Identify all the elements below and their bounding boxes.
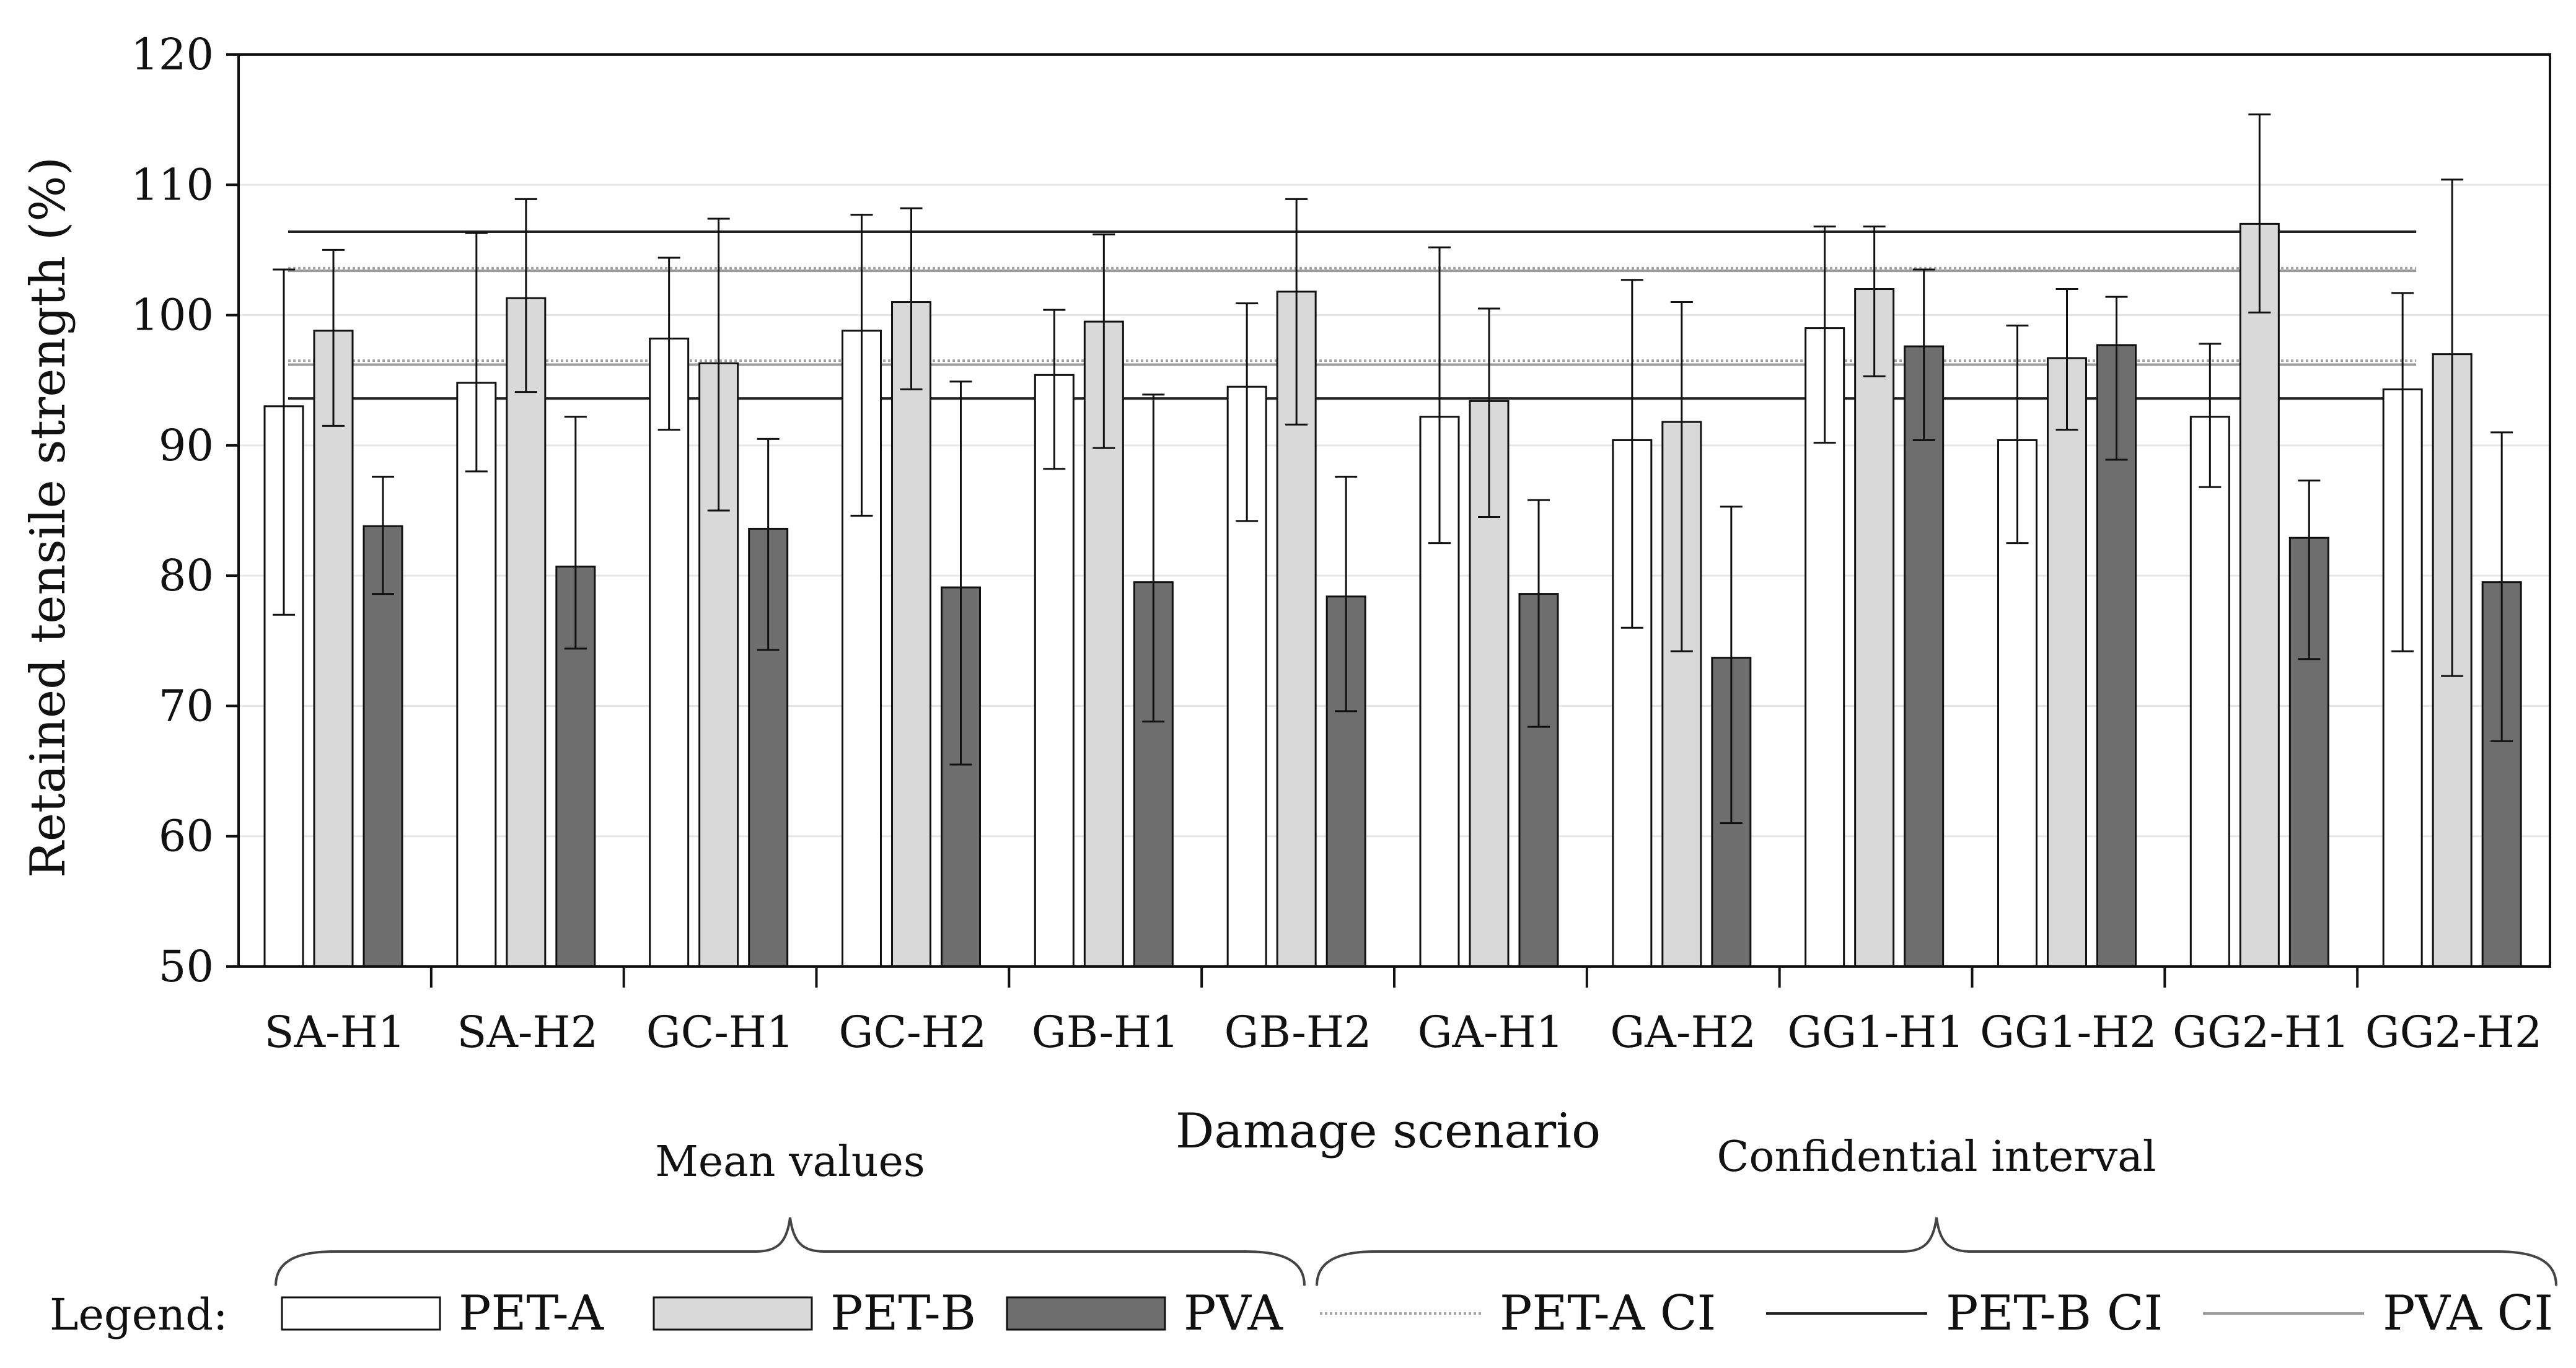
- x-tick-label: GB-H1: [1032, 1007, 1179, 1058]
- x-tick-label: GC-H1: [646, 1007, 794, 1058]
- mean-values-brace: [275, 1217, 1306, 1286]
- x-tick-label: SA-H2: [457, 1007, 598, 1058]
- y-tick-label: 60: [159, 811, 214, 862]
- legend-label-pva-ci: PVA CI: [2383, 1286, 2553, 1341]
- bars: [263, 222, 2522, 968]
- x-tick-label: GG2-H2: [2365, 1007, 2543, 1058]
- y-tick-label: 70: [159, 680, 214, 731]
- legend-label-pet-a: PET-A: [459, 1286, 605, 1341]
- x-tick-label: GG1-H2: [1980, 1007, 2157, 1058]
- bar-pet-b-gc-h2: [891, 301, 931, 968]
- legend-swatch-pet-b: [653, 1296, 813, 1331]
- x-tick-label: GG1-H1: [1787, 1007, 1964, 1058]
- legend-swatch-pet-a: [281, 1296, 441, 1331]
- legend-label-pva: PVA: [1184, 1286, 1284, 1341]
- x-axis-label: Damage scenario: [1176, 1103, 1601, 1159]
- confidential-interval-annotation: Confidential interval: [1717, 1133, 2156, 1182]
- legend-label-pet-a-ci: PET-A CI: [1500, 1286, 1716, 1341]
- y-tick-labels: 50 60 70 80 90 100 110 120: [131, 29, 214, 992]
- legend-swatch-pva: [1006, 1296, 1166, 1331]
- mean-values-annotation: Mean values: [655, 1138, 925, 1186]
- y-axis-label: Retained tensile strength (%): [20, 157, 76, 878]
- x-tick-label: GB-H2: [1224, 1007, 1372, 1058]
- x-tick-label: GC-H2: [839, 1007, 987, 1058]
- y-tick-label: 90: [159, 420, 214, 471]
- confidential-interval-brace: [1316, 1217, 2557, 1286]
- bar-pet-b-gg1-h1: [1854, 288, 1895, 968]
- bar-pet-b-gg1-h2: [2047, 357, 2087, 968]
- bar-pva-gg1-h1: [1904, 345, 1945, 968]
- x-tick-label: SA-H1: [265, 1007, 406, 1058]
- error-bars: [273, 113, 2513, 825]
- bar-pet-b-sa-h2: [506, 297, 547, 968]
- axes: [226, 53, 2551, 988]
- bar-pet-a-sa-h2: [456, 382, 497, 968]
- bar-pet-b-sa-h1: [313, 330, 354, 968]
- legend-label-pet-b: PET-B: [830, 1286, 976, 1341]
- legend: Legend: PET-A PET-B PVA PET-A CI PET-B CI PVA…: [50, 1286, 2553, 1341]
- bar-pet-a-gg2-h1: [2189, 416, 2230, 968]
- plot-frame: [237, 53, 2551, 968]
- x-tick-label: GA-H1: [1418, 1007, 1564, 1058]
- bar-pet-b-gg2-h1: [2239, 222, 2280, 968]
- x-tick-label: GG2-H1: [2173, 1007, 2350, 1058]
- legend-label-pet-b-ci: PET-B CI: [1946, 1286, 2163, 1341]
- x-tick-label: GA-H2: [1610, 1007, 1756, 1058]
- bar-pet-a-gb-h1: [1034, 374, 1075, 968]
- y-tick-label: 100: [131, 290, 214, 341]
- bar-pet-a-gc-h1: [649, 337, 690, 968]
- bar-pva-sa-h1: [363, 525, 403, 968]
- y-tick-label: 50: [159, 941, 214, 992]
- x-tick-labels: SA-H1 SA-H2 GC-H1 GC-H2 GB-H1 GB-H2 GA-H1 GA-H2…: [265, 1007, 2543, 1058]
- y-tick-label: 120: [131, 29, 214, 80]
- y-tick-label: 80: [159, 550, 214, 601]
- y-tick-label: 110: [131, 159, 214, 210]
- legend-title: Legend:: [50, 1289, 228, 1340]
